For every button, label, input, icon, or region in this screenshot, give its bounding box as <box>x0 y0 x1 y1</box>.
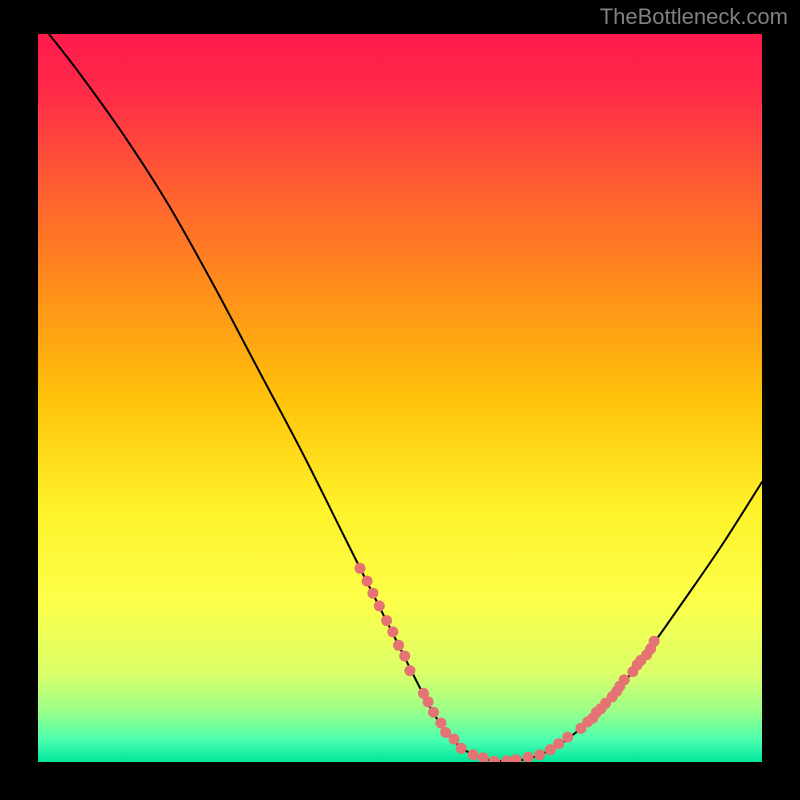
highlight-dot <box>534 749 545 760</box>
highlight-dot <box>404 665 415 676</box>
highlight-dot <box>562 732 573 743</box>
highlight-dot <box>428 707 439 718</box>
curve-overlay <box>38 34 762 762</box>
highlight-dot <box>489 756 500 762</box>
highlight-dot <box>456 743 467 754</box>
right-curve <box>494 482 762 761</box>
highlight-dot <box>435 718 446 729</box>
highlight-dot <box>501 755 512 762</box>
highlight-dot <box>523 752 534 762</box>
highlight-dot <box>374 600 385 611</box>
highlight-dot <box>393 640 404 651</box>
highlight-dot <box>468 749 479 760</box>
highlight-dot <box>649 636 660 647</box>
watermark-text: TheBottleneck.com <box>600 4 788 30</box>
left-curve <box>49 34 494 761</box>
highlight-dot <box>355 563 366 574</box>
highlight-dot <box>362 576 373 587</box>
highlight-dot <box>387 626 398 637</box>
highlight-dot <box>367 588 378 599</box>
plot-area <box>38 34 762 762</box>
highlight-dot <box>553 738 564 749</box>
highlight-dot <box>511 754 522 762</box>
highlight-dot <box>478 752 489 762</box>
highlight-dot <box>449 734 460 745</box>
highlight-dot <box>423 696 434 707</box>
highlight-dots <box>355 563 660 762</box>
highlight-dot <box>619 674 630 685</box>
highlight-dot <box>381 615 392 626</box>
highlight-dot <box>399 651 410 662</box>
